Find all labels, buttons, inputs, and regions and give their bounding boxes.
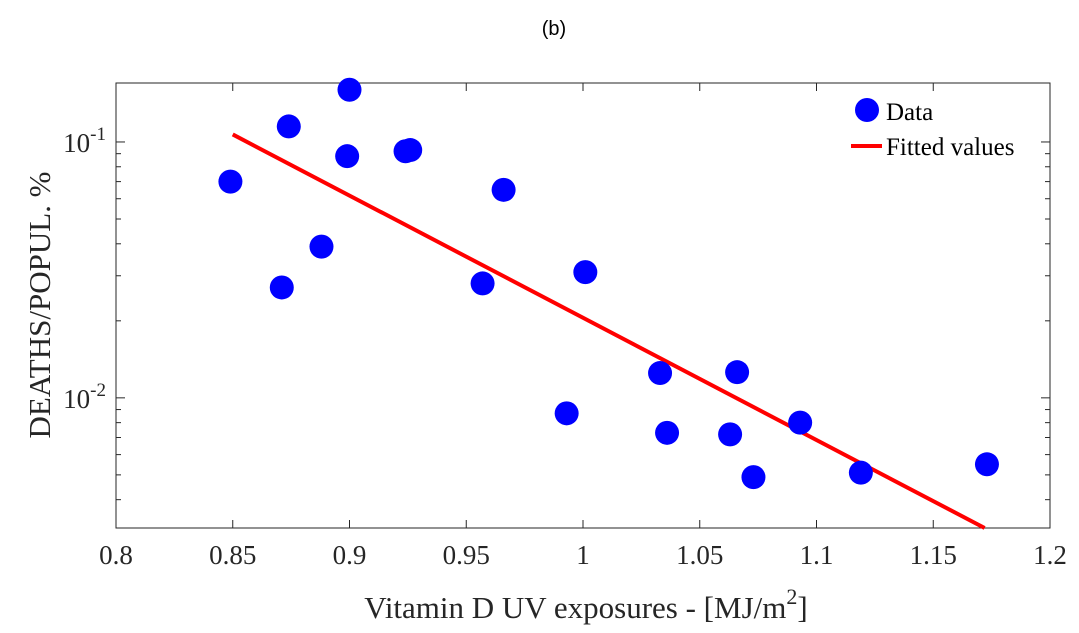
data-point: [269, 275, 294, 300]
data-point: [788, 410, 813, 435]
legend: Data Fitted values: [851, 98, 1014, 161]
data-point: [470, 271, 495, 296]
data-point: [725, 360, 750, 385]
legend-fitted-label: Fitted values: [886, 134, 1014, 161]
data-point: [335, 144, 360, 169]
y-tick-label: 10-2: [63, 380, 106, 414]
data-point: [491, 177, 516, 202]
legend-data-marker: [855, 98, 879, 122]
x-tick-label: 1.05: [676, 540, 723, 570]
data-point: [309, 234, 334, 259]
x-tick-label: 0.9: [333, 540, 367, 570]
legend-data-label: Data: [886, 99, 933, 126]
data-point: [741, 465, 766, 490]
data-point: [718, 422, 743, 447]
x-tick-label: 0.85: [209, 540, 256, 570]
y-tick-label: 10-1: [63, 124, 106, 158]
data-point: [337, 77, 362, 102]
x-tick-label: 1.1: [800, 540, 834, 570]
x-axis-label-end: ]: [797, 590, 807, 625]
data-point: [554, 401, 579, 426]
x-axis-label: Vitamin D UV exposures - [MJ/m2]: [364, 584, 807, 625]
x-tick-label: 1.15: [910, 540, 957, 570]
data-points-layer: [218, 77, 999, 490]
x-axis: 0.8 0.85 0.9 0.95 1 1.05 1.1 1.15 1.2: [99, 83, 1067, 570]
x-tick-label: 1.2: [1033, 540, 1067, 570]
panel-label: (b): [542, 18, 566, 40]
y-axis-label: DEATHS/POPUL. %: [22, 172, 57, 439]
data-point: [573, 260, 598, 285]
x-tick-label: 0.8: [99, 540, 133, 570]
data-point: [848, 460, 873, 485]
x-axis-label-main: Vitamin D UV exposures - [MJ/m: [364, 590, 786, 625]
x-tick-label: 1: [576, 540, 590, 570]
data-point: [276, 114, 301, 139]
x-tick-label: 0.95: [443, 540, 490, 570]
y-axis: 10-2 10-1: [63, 124, 1050, 501]
data-point: [648, 361, 673, 386]
x-axis-label-superscript: 2: [786, 584, 797, 609]
data-point: [974, 452, 999, 477]
data-point: [655, 420, 680, 445]
data-point: [398, 138, 423, 163]
data-point: [218, 169, 243, 194]
